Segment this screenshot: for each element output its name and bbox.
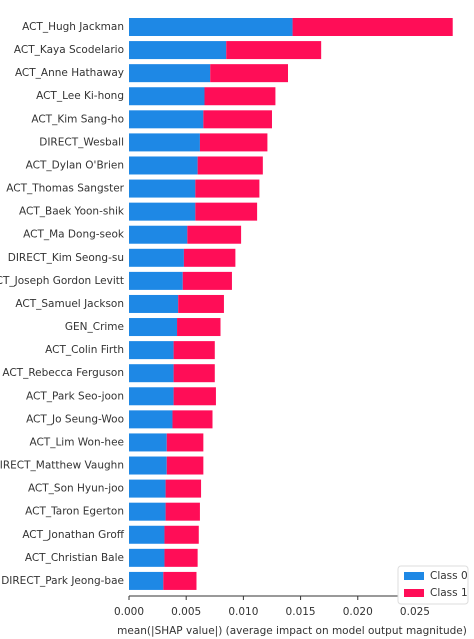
y-tick-label: ACT_Jonathan Groff [22,529,124,541]
bar [129,364,174,383]
y-tick-label: ACT_Hugh Jackman [22,21,124,33]
bar [129,179,196,198]
bar [129,225,188,244]
bar [129,456,167,475]
bar [129,548,165,567]
bar [182,271,232,290]
bar [129,410,173,429]
bar [129,341,174,360]
bar [129,294,179,313]
bar [129,525,165,544]
bar [129,133,200,152]
bar [204,87,276,106]
bar [195,202,258,221]
bar [164,525,199,544]
bar [129,248,184,267]
bar [178,294,224,313]
y-tick-label: ACT_Lee Ki-hong [36,90,124,102]
y-tick-label: ACT_Colin Firth [45,344,124,356]
y-tick-label: DIRECT_Matthew Vaughn [0,460,124,472]
y-tick-label: ACT_Son Hyun-joo [28,483,124,495]
legend-swatch [404,572,424,580]
x-tick-label: 0.010 [228,606,258,618]
bar [129,387,174,406]
bar [203,110,272,129]
y-tick-label: ACT_Anne Hathaway [15,67,124,79]
bar [173,341,215,360]
bar [129,479,166,498]
bar [177,318,221,337]
bar [173,387,216,406]
bar [163,571,197,590]
bar [129,271,183,290]
bar [129,110,204,129]
bar [129,433,167,452]
bar [129,18,293,36]
bar [199,133,268,152]
x-tick-label: 0.000 [114,606,144,618]
y-tick-label: ACT_Kim Sang-ho [31,113,124,125]
y-tick-label: ACT_Samuel Jackson [15,298,124,310]
y-tick-label: ACT_Dylan O'Brien [26,159,124,171]
y-tick-label: ACT_Kaya Scodelario [14,44,124,56]
bar [129,64,211,83]
bar [165,502,200,521]
bar [210,64,288,83]
y-tick-label: ACT_Lim Won-hee [29,436,124,448]
bar [164,548,198,567]
y-tick-label: ACT_Taron Egerton [25,506,124,518]
bar [166,456,204,475]
bar [129,41,227,60]
y-tick-label: ACT_Rebecca Ferguson [2,367,124,379]
y-tick-label: ACT_Thomas Sangster [6,183,124,195]
x-tick-label: 0.015 [286,606,316,618]
y-tick-label: ACT_Park Seo-joon [26,390,124,402]
bar [129,502,166,521]
legend-label: Class 1 [430,587,468,599]
y-tick-label: ACT_Christian Bale [25,552,124,564]
y-tick-label: GEN_Crime [65,321,124,333]
bar [129,156,198,175]
y-tick-label: ACT_Jo Seung-Woo [26,413,124,425]
legend-label: Class 0 [430,570,468,582]
y-tick-label: DIRECT_Park Jeong-bae [1,575,124,587]
y-tick-label: DIRECT_Kim Seong-su [8,252,124,264]
bar [166,433,204,452]
bar [187,225,242,244]
y-tick-label: ACT_Baek Yoon-shik [19,206,125,218]
y-tick-label: DIRECT_Wesball [39,136,124,148]
bar [129,202,196,221]
legend-swatch [404,589,424,597]
bar [129,87,205,106]
bar [183,248,236,267]
x-tick-label: 0.020 [343,606,373,618]
bar [195,179,260,198]
bar [173,364,215,383]
x-tick-label: 0.005 [171,606,201,618]
bar [165,479,202,498]
y-tick-label: ACT_Ma Dong-seok [23,229,125,241]
bar [172,410,213,429]
x-axis-label: mean(|SHAP value|) (average impact on mo… [117,625,467,637]
bar [129,571,164,590]
bar [129,318,178,337]
bar [197,156,263,175]
bar [226,41,322,60]
y-tick-label: ACT_Joseph Gordon Levitt [0,275,124,287]
x-tick-label: 0.025 [400,606,430,618]
bar [292,18,453,36]
